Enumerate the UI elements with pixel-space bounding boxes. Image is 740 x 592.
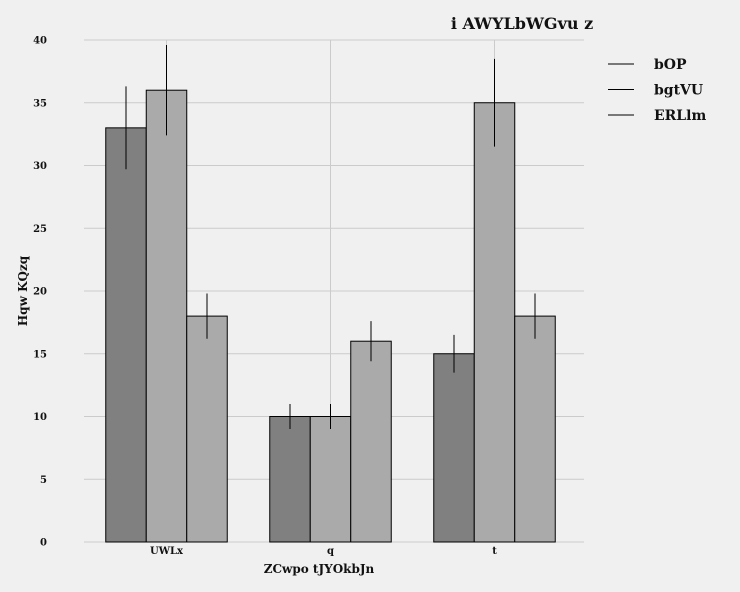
y-tick-label: 0 — [40, 538, 47, 549]
x-tick-label: t — [492, 546, 497, 557]
x-axis-ticks: UWLx q t — [150, 546, 497, 557]
y-tick-label: 40 — [33, 36, 47, 47]
y-tick-label: 25 — [33, 224, 47, 235]
x-tick-label: q — [327, 546, 334, 557]
error-bars — [125, 45, 536, 430]
bar — [473, 102, 516, 543]
legend-label: ERLlm — [654, 108, 706, 124]
bar — [105, 127, 147, 543]
y-tick-label: 20 — [33, 287, 47, 298]
y-tick-label: 15 — [33, 349, 47, 360]
y-tick-label: 10 — [33, 412, 47, 423]
x-axis-label: ZCwpo tJYOkbJn — [264, 562, 375, 576]
x-tick-label: UWLx — [150, 546, 184, 557]
bars — [105, 89, 556, 543]
legend: bOP bgtVU ERLlm — [608, 57, 706, 124]
y-tick-label: 30 — [33, 161, 47, 172]
bar — [309, 416, 352, 543]
y-axis-ticks: 0 5 10 15 20 25 30 35 40 — [33, 36, 47, 549]
bar — [145, 89, 188, 543]
bar — [514, 315, 556, 543]
bar — [350, 340, 392, 543]
bar — [433, 353, 475, 543]
legend-label: bOP — [654, 57, 687, 73]
y-axis-label: Hqw KQzq — [16, 255, 30, 326]
y-tick-label: 5 — [40, 475, 47, 486]
bar — [186, 315, 228, 543]
chart-title: i AWYLbWGvu z — [451, 14, 593, 33]
y-tick-label: 35 — [33, 98, 47, 109]
legend-label: bgtVU — [654, 83, 703, 99]
bar — [269, 416, 311, 543]
